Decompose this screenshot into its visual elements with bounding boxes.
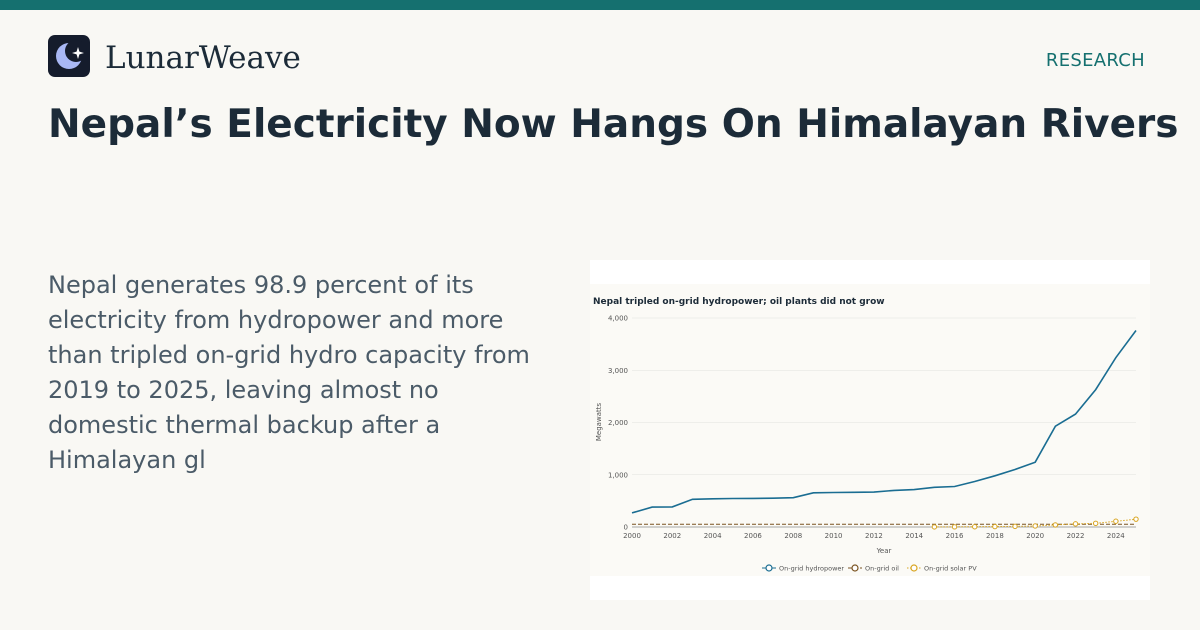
y-axis-label: Megawatts [595,403,603,442]
hydropower-chart: Nepal tripled on-grid hydropower; oil pl… [590,284,1150,576]
x-axis-label: Year [876,547,892,555]
legend-swatch-marker [910,564,918,572]
data-point [1012,523,1018,530]
x-tick-label: 2014 [905,532,923,540]
data-point [951,524,958,530]
crescent-moon-icon [48,35,90,77]
y-tick-label: 1,000 [608,471,628,479]
x-tick-label: 2012 [865,532,883,540]
legend-swatch-marker [765,564,773,572]
top-accent-bar [0,0,1200,10]
x-tick-label: 2016 [946,532,964,540]
data-point [1072,521,1079,527]
legend-entry: On-grid hydropower [779,565,844,573]
legend-swatch-marker [851,564,859,572]
data-point [1133,516,1139,522]
legend-entry: On-grid oil [865,565,899,573]
x-tick-label: 2018 [986,532,1004,540]
article-summary: Nepal generates 98.9 percent of its elec… [48,271,530,474]
x-tick-label: 2004 [704,532,722,540]
data-point [1113,518,1119,524]
legend-entry: On-grid solar PV [924,565,977,573]
section-label[interactable]: RESEARCH [1045,50,1145,71]
data-point [1052,522,1059,528]
y-tick-label: 2,000 [608,419,628,427]
article-headline: Nepal’s Electricity Now Hangs On Himalay… [48,102,1179,147]
y-tick-label: 4,000 [608,315,628,323]
chart-card: Nepal tripled on-grid hydropower; oil pl… [590,260,1150,600]
x-tick-label: 2010 [825,532,843,540]
series-line-1 [631,330,1137,514]
x-tick-label: 2022 [1067,532,1085,540]
data-point [1032,523,1038,529]
data-point [992,523,998,530]
x-tick-label: 2006 [744,532,762,540]
y-tick-label: 3,000 [608,367,628,375]
y-tick-label: 0 [624,524,628,532]
data-point [1092,520,1099,527]
data-point [931,524,938,530]
x-tick-label: 2002 [663,532,681,540]
series-line-3 [934,518,1137,528]
x-tick-label: 2008 [784,532,802,540]
data-point [972,524,978,530]
brand-name[interactable]: LunarWeave [105,40,301,76]
chart-title: Nepal tripled on-grid hydropower; oil pl… [593,297,885,307]
x-tick-label: 2024 [1107,532,1125,540]
x-tick-label: 2020 [1026,532,1044,540]
x-tick-label: 2000 [623,532,641,540]
